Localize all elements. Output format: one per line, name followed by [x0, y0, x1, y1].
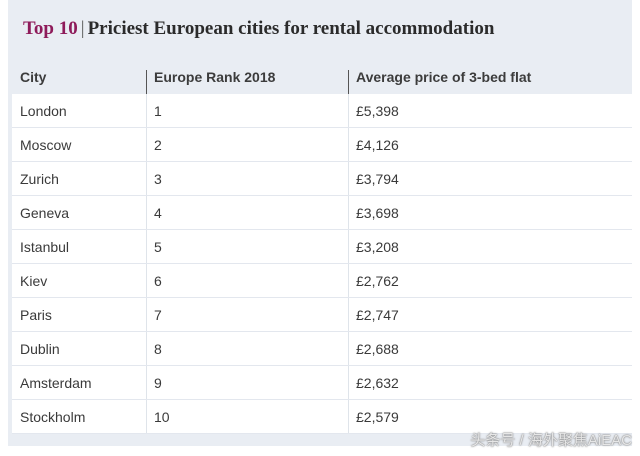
- column-header-price: Average price of 3-bed flat: [356, 69, 532, 85]
- cell-city: Dublin: [20, 340, 60, 357]
- column-divider: [146, 162, 147, 195]
- table-row: Kiev 6 £2,762: [12, 264, 632, 298]
- cell-city: London: [20, 102, 67, 119]
- cell-city: Kiev: [20, 272, 48, 289]
- table-row: Amsterdam 9 £2,632: [12, 366, 632, 400]
- column-divider: [146, 128, 147, 161]
- table-row: Dublin 8 £2,688: [12, 332, 632, 366]
- cell-city: Moscow: [20, 136, 72, 153]
- cell-rank: 4: [154, 204, 162, 221]
- cell-rank: 7: [154, 306, 162, 323]
- cell-rank: 1: [154, 102, 162, 119]
- column-divider: [348, 128, 349, 161]
- column-divider: [348, 332, 349, 365]
- cell-rank: 10: [154, 408, 170, 425]
- cell-price: £5,398: [356, 102, 399, 119]
- cell-price: £2,632: [356, 374, 399, 391]
- column-divider: [146, 400, 147, 433]
- column-divider: [348, 400, 349, 433]
- table-row: Paris 7 £2,747: [12, 298, 632, 332]
- table-row: London 1 £5,398: [12, 94, 632, 128]
- table-header: City Europe Rank 2018 Average price of 3…: [8, 60, 632, 96]
- title-accent: Top 10: [23, 18, 78, 39]
- cell-city: Zurich: [20, 170, 59, 187]
- column-divider: [348, 196, 349, 229]
- header-divider: [348, 70, 349, 96]
- column-divider: [146, 366, 147, 399]
- header-divider: [146, 70, 147, 96]
- column-divider: [348, 264, 349, 297]
- table-row: Zurich 3 £3,794: [12, 162, 632, 196]
- cell-city: Stockholm: [20, 408, 86, 425]
- column-divider: [146, 230, 147, 263]
- cell-price: £4,126: [356, 136, 399, 153]
- title-separator: |: [80, 18, 85, 39]
- cell-city: Amsterdam: [20, 374, 92, 391]
- cell-rank: 9: [154, 374, 162, 391]
- cell-price: £2,688: [356, 340, 399, 357]
- cell-rank: 6: [154, 272, 162, 289]
- column-divider: [348, 94, 349, 127]
- cell-rank: 3: [154, 170, 162, 187]
- column-divider: [146, 264, 147, 297]
- column-divider: [146, 298, 147, 331]
- column-divider: [348, 162, 349, 195]
- table-row: Istanbul 5 £3,208: [12, 230, 632, 264]
- cell-price: £3,794: [356, 170, 399, 187]
- cell-rank: 8: [154, 340, 162, 357]
- table-row: Stockholm 10 £2,579: [12, 400, 632, 434]
- cell-rank: 5: [154, 238, 162, 255]
- table-row: Moscow 2 £4,126: [12, 128, 632, 162]
- column-divider: [348, 366, 349, 399]
- column-header-city: City: [20, 69, 47, 85]
- watermark: 头条号 / 海外聚焦AiEAC: [470, 432, 632, 449]
- column-divider: [146, 94, 147, 127]
- column-divider: [348, 298, 349, 331]
- cell-price: £3,208: [356, 238, 399, 255]
- column-header-rank: Europe Rank 2018: [154, 69, 276, 85]
- cell-rank: 2: [154, 136, 162, 153]
- column-divider: [348, 230, 349, 263]
- cell-price: £2,579: [356, 408, 399, 425]
- table-row: Geneva 4 £3,698: [12, 196, 632, 230]
- page-title: Top 10 | Priciest European cities for rent…: [23, 18, 494, 48]
- cell-city: Geneva: [20, 204, 70, 221]
- cell-price: £2,762: [356, 272, 399, 289]
- cell-price: £3,698: [356, 204, 399, 221]
- cell-price: £2,747: [356, 306, 399, 323]
- column-divider: [146, 196, 147, 229]
- cell-city: Istanbul: [20, 238, 70, 255]
- cell-city: Paris: [20, 306, 52, 323]
- table-body: London 1 £5,398 Moscow 2 £4,126 Zurich 3 £3,794 G…: [12, 94, 632, 434]
- column-divider: [146, 332, 147, 365]
- title-text: Priciest European cities for rental acco…: [87, 18, 495, 39]
